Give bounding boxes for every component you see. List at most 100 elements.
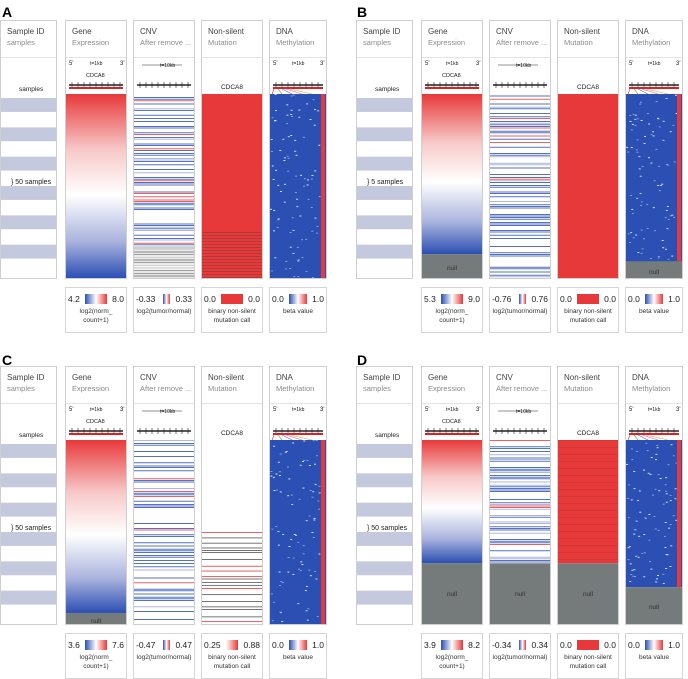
methylation-dot bbox=[665, 217, 667, 218]
methylation-dot bbox=[653, 136, 655, 137]
sample-stripe bbox=[357, 215, 412, 229]
methylation-dot bbox=[630, 564, 632, 565]
cnv-segment bbox=[490, 475, 550, 476]
methylation-dot bbox=[643, 470, 645, 471]
legend-max: 8.2 bbox=[468, 640, 480, 650]
methylation-dot bbox=[629, 546, 631, 547]
cnv-segment bbox=[134, 100, 194, 101]
sample-stripe bbox=[357, 561, 412, 575]
methylation-dot bbox=[295, 155, 297, 156]
methylation-dot bbox=[666, 493, 668, 494]
cnv-segment bbox=[490, 522, 550, 523]
cnv-segment bbox=[490, 544, 550, 545]
legend-caption-2: mutation call bbox=[202, 663, 262, 670]
probe-link bbox=[634, 435, 638, 440]
methylation-dot bbox=[629, 581, 631, 582]
cnv-segment bbox=[490, 478, 550, 479]
track-gene-bar bbox=[425, 87, 479, 89]
methylation-dot bbox=[279, 150, 281, 151]
cnv-segment bbox=[134, 235, 194, 236]
mutation-line bbox=[202, 601, 262, 602]
mutation-line bbox=[202, 262, 262, 263]
methylation-dot bbox=[303, 553, 305, 554]
legend-min: 0.0 bbox=[628, 640, 640, 650]
methylation-dot bbox=[637, 500, 639, 501]
cnv-segment bbox=[134, 462, 194, 463]
probe-link bbox=[634, 89, 638, 94]
methylation-dot bbox=[637, 140, 639, 141]
sample-stripe bbox=[1, 215, 56, 229]
methylation-dot bbox=[274, 120, 276, 121]
methylation-dot bbox=[286, 123, 288, 124]
methylation-dot bbox=[290, 114, 292, 115]
methylation-dot bbox=[297, 247, 299, 248]
cnv-segment bbox=[490, 192, 550, 193]
legend-min: -0.76 bbox=[492, 294, 511, 304]
cnv-segment bbox=[134, 201, 194, 202]
methylation-dot bbox=[656, 445, 658, 446]
mutation-line bbox=[202, 265, 262, 266]
methylation-dot bbox=[635, 556, 637, 557]
methylation-dot bbox=[273, 446, 275, 447]
methylation-dot bbox=[655, 454, 657, 455]
cnv-segment bbox=[490, 107, 550, 108]
methylation-dot bbox=[293, 558, 295, 559]
null-label: null bbox=[422, 591, 482, 598]
methylation-dot bbox=[671, 215, 673, 216]
mutation-track-svg bbox=[202, 21, 262, 278]
methylation-dot bbox=[291, 495, 293, 496]
cnv-segment bbox=[490, 168, 550, 169]
cnv-track-svg: t=10kb bbox=[134, 367, 194, 624]
methylation-dot bbox=[283, 160, 285, 161]
methylation-red-strip bbox=[677, 440, 681, 587]
legend-caption: beta value bbox=[270, 654, 326, 661]
methylation-dot bbox=[658, 256, 660, 257]
sample-stripe bbox=[1, 127, 56, 141]
cnv-segment bbox=[490, 268, 550, 269]
methylation-dot bbox=[288, 546, 290, 547]
cnv-segment bbox=[490, 454, 550, 455]
sample-stripe bbox=[1, 473, 56, 487]
cnv-segment bbox=[134, 148, 194, 149]
cnv-segment bbox=[134, 257, 194, 258]
mutation-line bbox=[202, 259, 262, 260]
legend-caption-2: mutation call bbox=[558, 317, 618, 324]
cnv-segment bbox=[134, 493, 194, 494]
methylation-dot bbox=[293, 230, 295, 231]
methylation-dot bbox=[318, 554, 320, 555]
methylation-dot bbox=[662, 240, 664, 241]
methylation-dot bbox=[295, 176, 297, 177]
cnv-segment bbox=[134, 225, 194, 226]
methylation-dot bbox=[310, 490, 312, 491]
mutation-line bbox=[202, 256, 262, 257]
cnv-segment bbox=[134, 227, 194, 228]
cnv-segment bbox=[134, 132, 194, 133]
cnv-segment bbox=[134, 104, 194, 105]
cnv-segment bbox=[134, 240, 194, 241]
methylation-dot bbox=[312, 532, 314, 533]
cnv-segment bbox=[490, 156, 550, 157]
methylation-dot bbox=[633, 534, 635, 535]
mutation-line bbox=[202, 576, 262, 577]
mutation-line bbox=[202, 241, 262, 242]
cnv-segment bbox=[134, 99, 194, 100]
three-prime-label: 3' bbox=[476, 61, 480, 67]
methylation-dot bbox=[633, 569, 635, 570]
cnv-segment bbox=[134, 134, 194, 135]
methylation-dot bbox=[301, 239, 303, 240]
probe-link bbox=[638, 435, 648, 440]
methylation-dot bbox=[654, 180, 656, 181]
cnv-segment bbox=[134, 619, 194, 620]
methylation-dot bbox=[665, 522, 667, 523]
cnv-segment bbox=[134, 200, 194, 201]
methylation-dot bbox=[638, 156, 640, 157]
methylation-dot bbox=[273, 477, 275, 478]
